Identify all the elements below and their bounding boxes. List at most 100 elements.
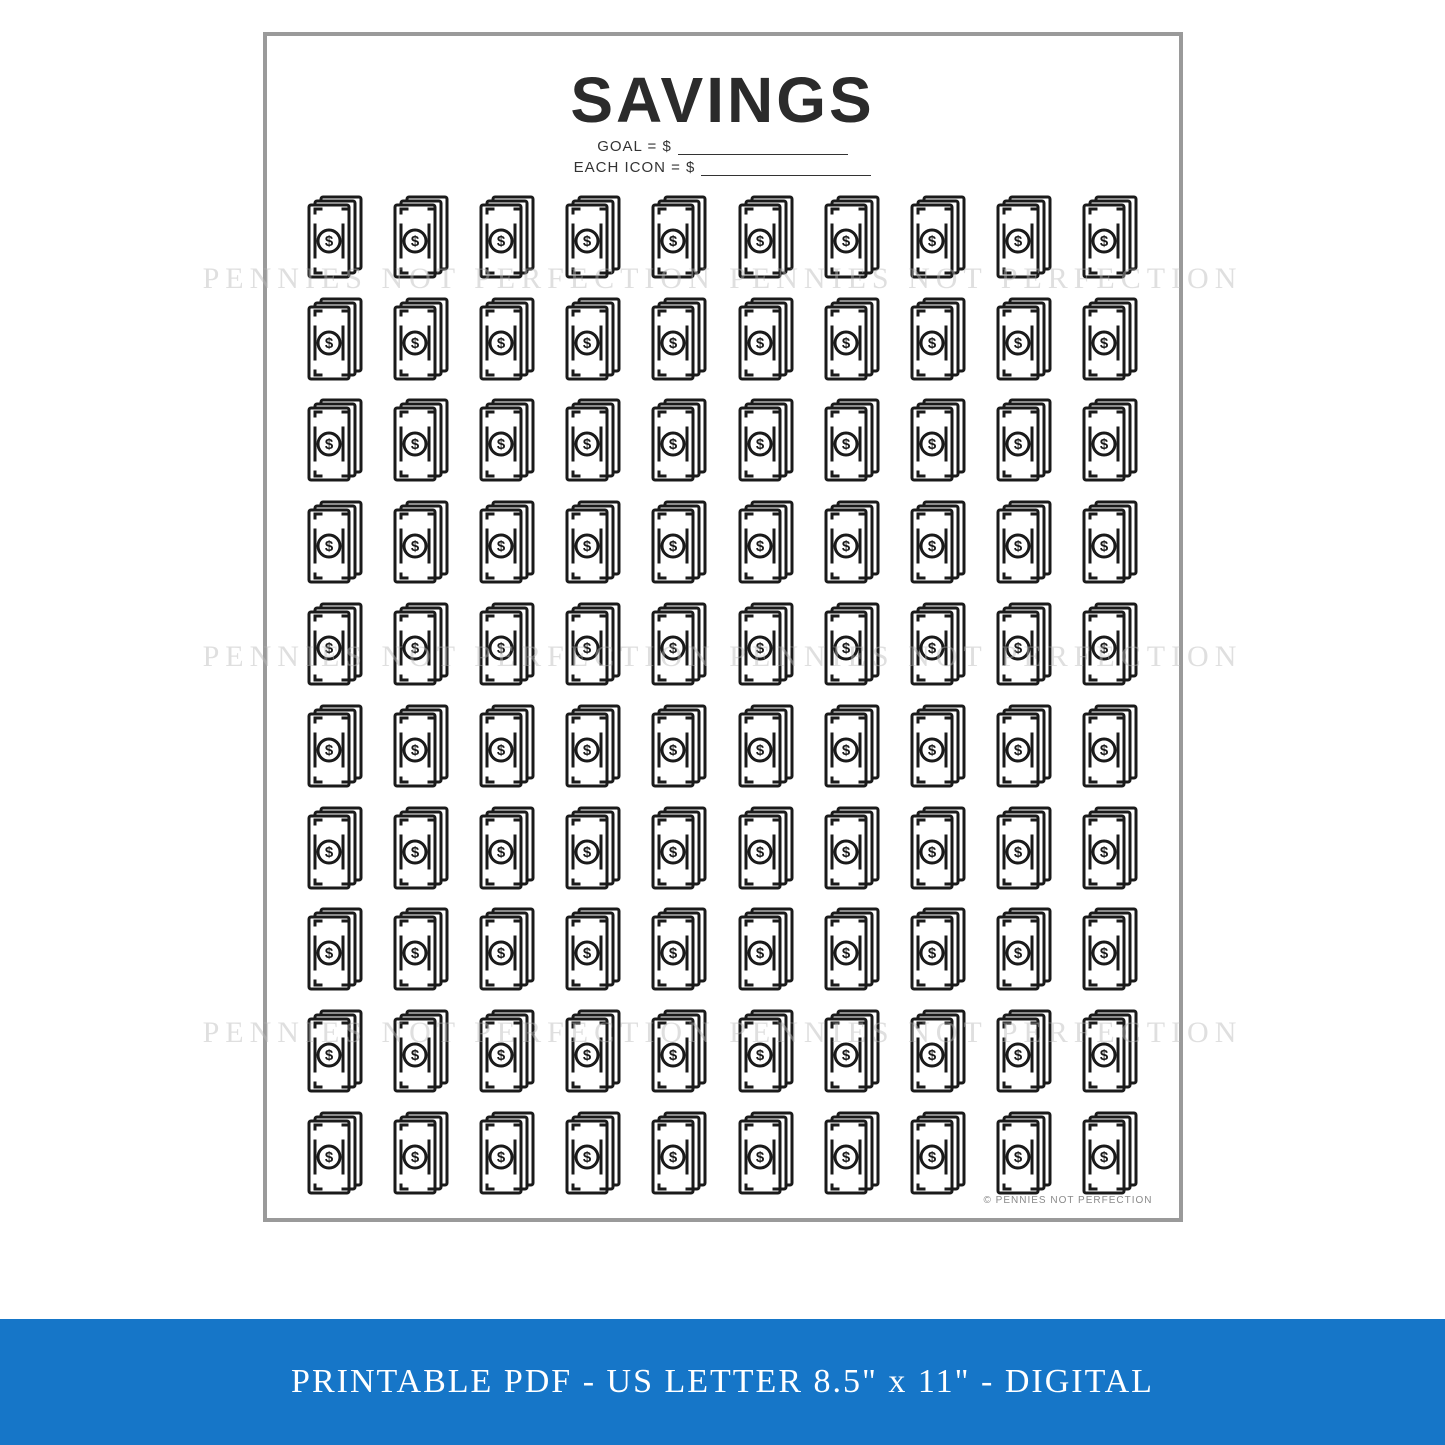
svg-text:$: $	[583, 335, 592, 352]
svg-text:$: $	[669, 335, 678, 352]
svg-text:$: $	[1014, 436, 1023, 453]
svg-text:$: $	[583, 233, 592, 250]
svg-text:$: $	[324, 1047, 333, 1064]
money-stack-icon: $	[733, 805, 797, 893]
money-stack-icon: $	[647, 499, 711, 587]
money-stack-icon: $	[647, 601, 711, 689]
money-stack-icon: $	[647, 398, 711, 486]
svg-text:$: $	[497, 945, 506, 962]
svg-text:$: $	[669, 640, 678, 657]
money-stack-icon: $	[1078, 805, 1142, 893]
money-stack-icon: $	[906, 296, 970, 384]
svg-text:$: $	[842, 1149, 851, 1166]
money-stack-icon: $	[906, 194, 970, 282]
money-stack-icon: $	[389, 296, 453, 384]
goal-blank-line	[678, 141, 848, 155]
svg-text:$: $	[1014, 742, 1023, 759]
money-stack-icon: $	[733, 499, 797, 587]
svg-text:$: $	[411, 742, 420, 759]
svg-text:$: $	[1100, 945, 1109, 962]
svg-text:$: $	[755, 538, 764, 555]
svg-text:$: $	[1100, 233, 1109, 250]
svg-text:$: $	[497, 538, 506, 555]
svg-text:$: $	[669, 945, 678, 962]
svg-text:$: $	[928, 1047, 937, 1064]
money-stack-icon: $	[820, 805, 884, 893]
svg-text:$: $	[411, 844, 420, 861]
svg-text:$: $	[842, 538, 851, 555]
money-stack-icon: $	[303, 499, 367, 587]
money-stack-icon: $	[820, 907, 884, 995]
money-stack-icon: $	[561, 601, 625, 689]
money-stack-icon: $	[561, 296, 625, 384]
svg-text:$: $	[583, 1047, 592, 1064]
svg-text:$: $	[928, 640, 937, 657]
svg-text:$: $	[583, 436, 592, 453]
money-stack-icon: $	[906, 1008, 970, 1096]
money-stack-icon: $	[820, 703, 884, 791]
money-stack-icon: $	[561, 907, 625, 995]
meta-block: GOAL = $ EACH ICON = $	[574, 138, 872, 176]
money-stack-icon: $	[733, 1110, 797, 1198]
money-stack-icon: $	[1078, 1110, 1142, 1198]
svg-text:$: $	[324, 233, 333, 250]
money-stack-icon: $	[389, 194, 453, 282]
money-stack-icon: $	[561, 703, 625, 791]
money-stack-icon: $	[1078, 296, 1142, 384]
svg-text:$: $	[411, 1149, 420, 1166]
svg-text:$: $	[842, 945, 851, 962]
money-stack-icon: $	[475, 601, 539, 689]
svg-text:$: $	[669, 742, 678, 759]
money-stack-icon: $	[1078, 194, 1142, 282]
svg-text:$: $	[411, 233, 420, 250]
svg-text:$: $	[928, 1149, 937, 1166]
money-stack-icon: $	[475, 1110, 539, 1198]
svg-text:$: $	[755, 233, 764, 250]
svg-text:$: $	[324, 335, 333, 352]
money-stack-icon: $	[389, 499, 453, 587]
svg-text:$: $	[497, 335, 506, 352]
savings-icon-grid: $ $	[303, 194, 1143, 1198]
svg-text:$: $	[411, 1047, 420, 1064]
svg-text:$: $	[842, 233, 851, 250]
svg-text:$: $	[928, 233, 937, 250]
svg-text:$: $	[928, 335, 937, 352]
svg-text:$: $	[497, 640, 506, 657]
svg-text:$: $	[1100, 538, 1109, 555]
svg-text:$: $	[1100, 335, 1109, 352]
money-stack-icon: $	[303, 703, 367, 791]
page-title: SAVINGS	[570, 68, 874, 132]
svg-text:$: $	[1100, 742, 1109, 759]
money-stack-icon: $	[303, 1008, 367, 1096]
money-stack-icon: $	[906, 703, 970, 791]
money-stack-icon: $	[475, 194, 539, 282]
svg-text:$: $	[583, 538, 592, 555]
money-stack-icon: $	[906, 805, 970, 893]
money-stack-icon: $	[1078, 601, 1142, 689]
money-stack-icon: $	[647, 805, 711, 893]
money-stack-icon: $	[303, 907, 367, 995]
svg-text:$: $	[497, 1149, 506, 1166]
money-stack-icon: $	[992, 1008, 1056, 1096]
money-stack-icon: $	[992, 194, 1056, 282]
money-stack-icon: $	[733, 296, 797, 384]
svg-text:$: $	[411, 640, 420, 657]
product-banner: PRINTABLE PDF - US LETTER 8.5" x 11" - D…	[0, 1319, 1445, 1445]
money-stack-icon: $	[561, 1110, 625, 1198]
money-stack-icon: $	[647, 907, 711, 995]
money-stack-icon: $	[733, 601, 797, 689]
money-stack-icon: $	[906, 398, 970, 486]
money-stack-icon: $	[1078, 703, 1142, 791]
svg-text:$: $	[928, 436, 937, 453]
svg-text:$: $	[928, 538, 937, 555]
money-stack-icon: $	[389, 1110, 453, 1198]
money-stack-icon: $	[647, 296, 711, 384]
printable-page: SAVINGS GOAL = $ EACH ICON = $	[263, 32, 1183, 1222]
money-stack-icon: $	[992, 1110, 1056, 1198]
money-stack-icon: $	[820, 296, 884, 384]
money-stack-icon: $	[561, 1008, 625, 1096]
money-stack-icon: $	[906, 601, 970, 689]
svg-text:$: $	[755, 335, 764, 352]
money-stack-icon: $	[1078, 499, 1142, 587]
money-stack-icon: $	[647, 703, 711, 791]
